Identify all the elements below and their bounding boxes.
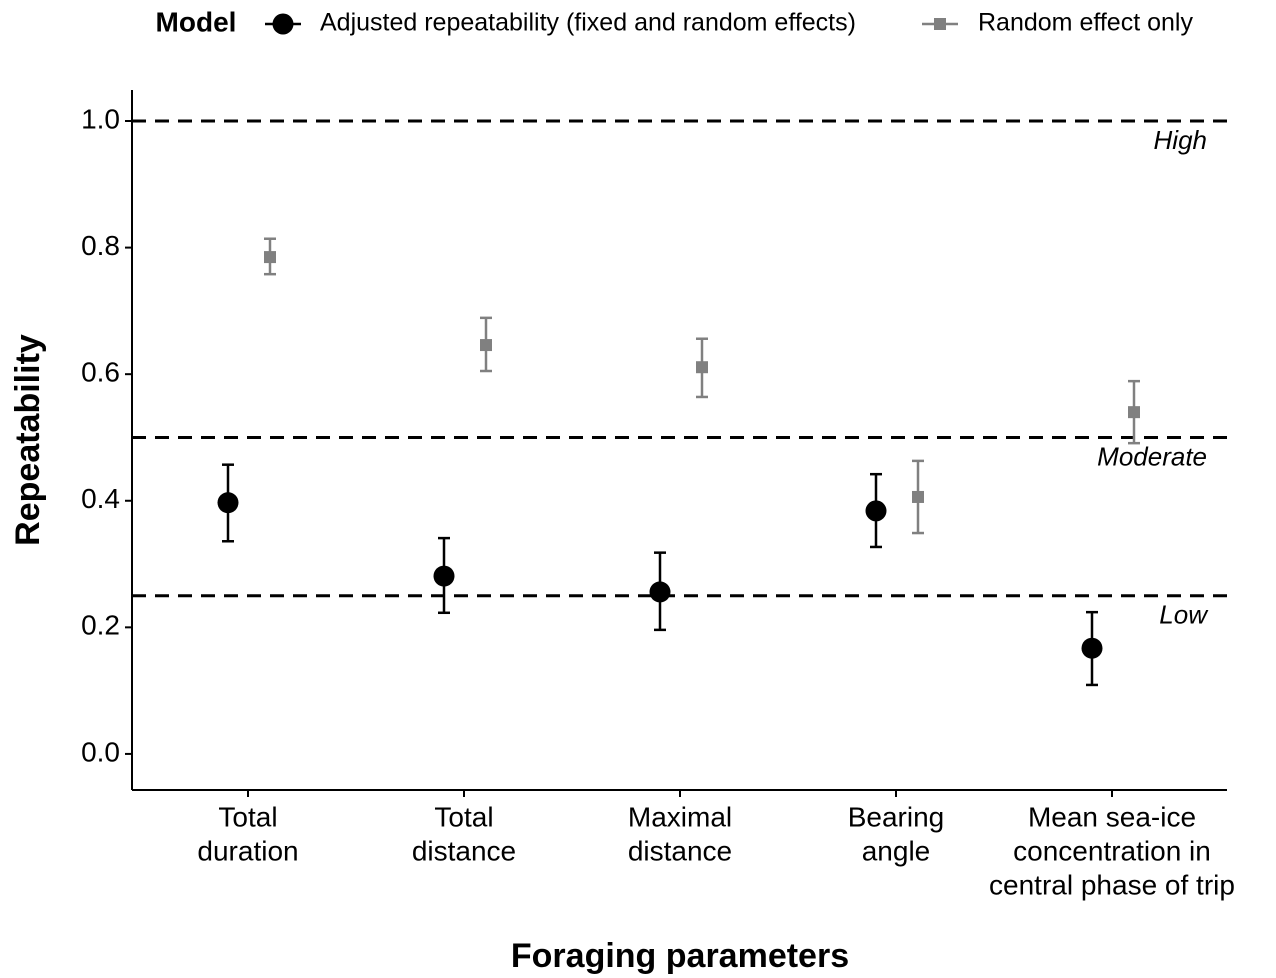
x-axis-title: Foraging parameters [511,937,849,975]
legend-label: Adjusted repeatability (fixed and random… [320,9,856,37]
legend-label: Random effect only [978,9,1193,37]
point [696,361,708,374]
x-tick-label: Total [434,801,493,832]
y-tick-label: 0.0 [81,736,120,767]
point [1081,637,1103,659]
reference-label: Moderate [1097,441,1207,471]
y-tick-label: 0.6 [81,357,120,388]
y-tick-label: 0.4 [81,483,120,514]
point [865,500,887,522]
y-tick-label: 0.2 [81,610,120,641]
y-axis-title: Repeatability [9,334,47,546]
x-tick-label: angle [862,835,931,866]
x-tick-label: Maximal [628,801,732,832]
x-tick-label: duration [197,835,298,866]
x-tick-label: central phase of trip [989,869,1235,900]
x-tick-label: distance [412,835,516,866]
point [264,251,276,264]
reference-label: High [1154,125,1207,155]
point [217,492,239,514]
x-tick-label: Mean sea-ice [1028,801,1196,832]
y-tick-label: 1.0 [81,103,120,134]
x-tick-label: distance [628,835,732,866]
x-tick-label: concentration in [1013,835,1211,866]
x-tick-label: Bearing [848,801,945,832]
point [912,490,924,503]
point [480,339,492,352]
legend-key [934,18,946,30]
reference-label: Low [1159,600,1209,630]
point [433,565,455,587]
point [1128,406,1140,419]
legend-title: Model [156,6,237,37]
legend-key [272,13,294,35]
point [649,581,671,603]
y-tick-label: 0.8 [81,230,120,261]
x-tick-label: Total [218,801,277,832]
